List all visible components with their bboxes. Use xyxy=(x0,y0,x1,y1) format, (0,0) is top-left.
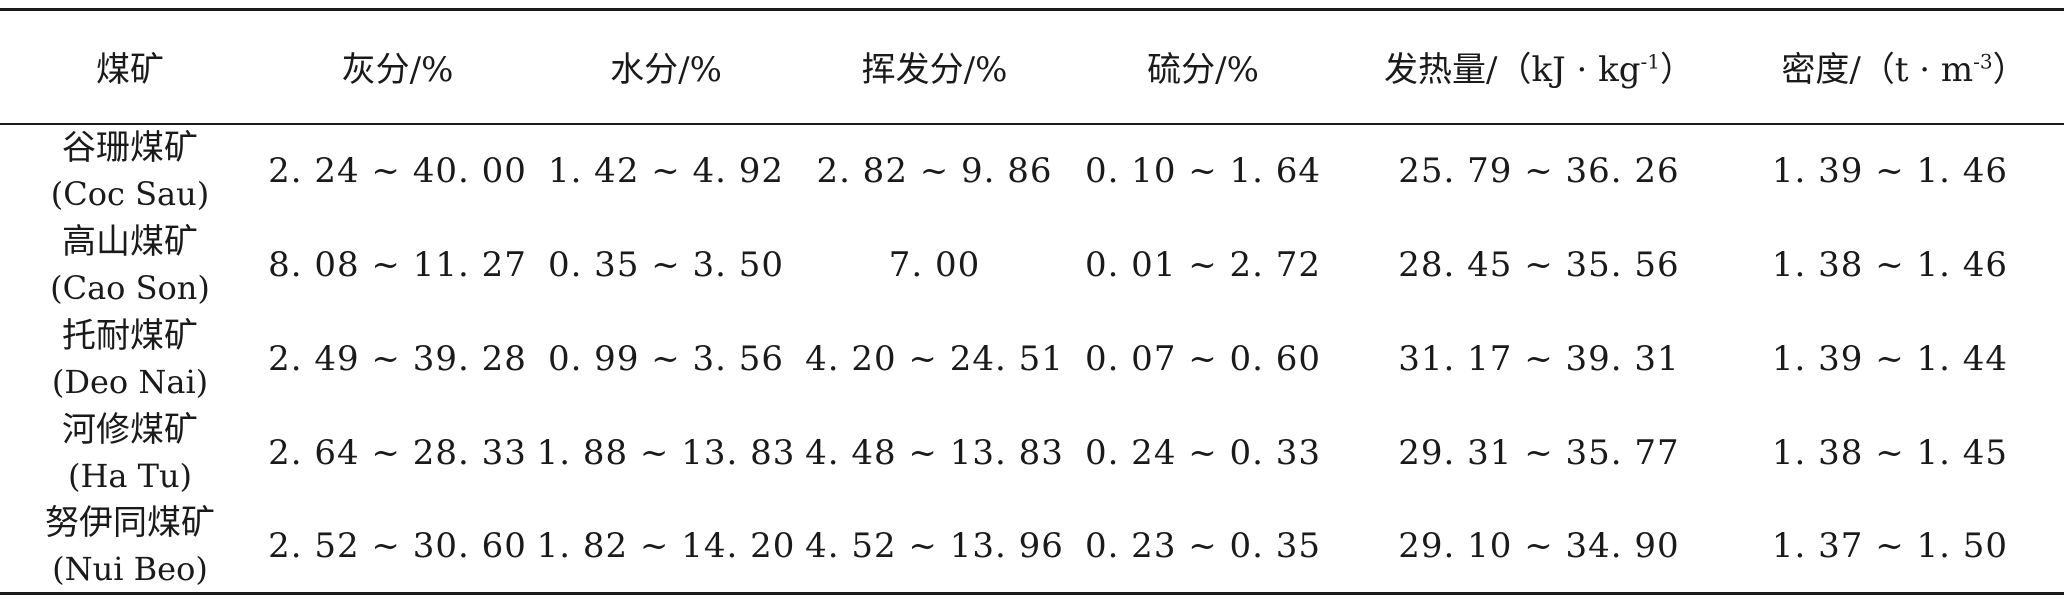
header-calorific-sup: -1 xyxy=(1640,49,1660,74)
cell-calorific: 29. 31 ~ 35. 77 xyxy=(1398,432,1680,473)
cell-ash: 2. 64 ~ 28. 33 xyxy=(268,432,527,473)
cell-density: 1. 38 ~ 1. 46 xyxy=(1771,244,2008,285)
cell-density: 1. 38 ~ 1. 45 xyxy=(1771,432,2008,473)
cell-sulfur: 0. 23 ~ 0. 35 xyxy=(1084,525,1322,566)
cell-mine: 托耐煤矿 (Deo Nai) xyxy=(0,312,260,406)
cell-density: 1. 39 ~ 1. 46 xyxy=(1771,151,2008,191)
cell-ash: 8. 08 ~ 11. 27 xyxy=(268,244,527,285)
cell-ash: 2. 24 ~ 40. 00 xyxy=(268,151,527,191)
cell-volatile: 4. 52 ~ 13. 96 xyxy=(805,525,1064,566)
mine-name-en: (Cao Son) xyxy=(50,268,210,307)
cell-moisture: 1. 88 ~ 13. 83 xyxy=(536,432,796,473)
mine-name-cn: 高山煤矿 xyxy=(62,221,198,262)
cell-density: 1. 37 ~ 1. 50 xyxy=(1771,525,2008,566)
cell-volatile: 2. 82 ~ 9. 86 xyxy=(816,151,1053,191)
table-row: 谷珊煤矿 (Coc Sau) 2. 24 ~ 40. 00 1. 42 ~ 4. … xyxy=(0,124,2064,218)
cell-sulfur: 0. 07 ~ 0. 60 xyxy=(1084,338,1322,379)
table-body: 谷珊煤矿 (Coc Sau) 2. 24 ~ 40. 00 1. 42 ~ 4. … xyxy=(0,124,2064,594)
cell-moisture: 0. 99 ~ 3. 56 xyxy=(547,338,785,379)
cell-sulfur: 0. 10 ~ 1. 64 xyxy=(1084,151,1322,191)
table-row: 托耐煤矿 (Deo Nai) 2. 49 ~ 39. 28 0. 99 ~ 3. … xyxy=(0,312,2064,406)
mine-name-en: (Deo Nai) xyxy=(51,362,209,401)
cell-volatile: 7. 00 xyxy=(888,244,981,285)
cell-sulfur: 0. 24 ~ 0. 33 xyxy=(1084,432,1322,473)
header-density-end: ） xyxy=(1992,50,2027,91)
mine-name-en: (Ha Tu) xyxy=(67,456,193,495)
cell-ash: 2. 49 ~ 39. 28 xyxy=(268,338,527,379)
header-sulfur: 硫分/% xyxy=(1147,50,1259,91)
cell-calorific: 25. 79 ~ 36. 26 xyxy=(1398,151,1680,191)
header-density: 密度/（t · m-3） xyxy=(1744,10,2064,124)
cell-moisture: 1. 42 ~ 4. 92 xyxy=(547,151,785,191)
header-volatile: 挥发分/% xyxy=(861,50,1008,91)
header-calorific-end: ） xyxy=(1659,50,1694,91)
mine-name-en: (Coc Sau) xyxy=(50,175,210,213)
cell-ash: 2. 52 ~ 30. 60 xyxy=(268,525,527,566)
cell-mine: 河修煤矿 (Ha Tu) xyxy=(0,406,260,500)
cell-volatile: 4. 48 ~ 13. 83 xyxy=(805,432,1064,473)
cell-moisture: 0. 35 ~ 3. 50 xyxy=(547,244,785,285)
cell-volatile: 4. 20 ~ 24. 51 xyxy=(805,338,1064,379)
header-density-sup: -3 xyxy=(1973,49,1993,74)
cell-calorific: 29. 10 ~ 34. 90 xyxy=(1398,525,1680,566)
header-ash: 灰分/% xyxy=(341,50,454,91)
cell-calorific: 31. 17 ~ 39. 31 xyxy=(1398,338,1680,379)
mine-name-cn: 努伊同煤矿 xyxy=(45,502,215,543)
header-mine: 煤矿 xyxy=(96,50,164,91)
table-row: 努伊同煤矿 (Nui Beo) 2. 52 ~ 30. 60 1. 82 ~ 14… xyxy=(0,500,2064,594)
mine-name-cn: 谷珊煤矿 xyxy=(62,128,198,168)
header-row: 煤矿 灰分/% 水分/% 挥发分/% 硫分/% 发热量/（kJ · kg-1） … xyxy=(0,9,2064,124)
table-header: 煤矿 灰分/% 水分/% 挥发分/% 硫分/% 发热量/（kJ · kg-1） … xyxy=(0,9,2064,124)
mine-name-cn: 河修煤矿 xyxy=(62,409,198,450)
cell-mine: 高山煤矿 (Cao Son) xyxy=(0,218,260,312)
table-row: 高山煤矿 (Cao Son) 8. 08 ~ 11. 27 0. 35 ~ 3. … xyxy=(0,218,2064,312)
table-row: 河修煤矿 (Ha Tu) 2. 64 ~ 28. 33 1. 88 ~ 13. 8… xyxy=(0,406,2064,500)
cell-calorific: 28. 45 ~ 35. 56 xyxy=(1398,244,1680,285)
cell-sulfur: 0. 01 ~ 2. 72 xyxy=(1084,244,1322,285)
mine-name-cn: 托耐煤矿 xyxy=(62,315,198,356)
header-density-label: 密度/（t · m xyxy=(1781,50,1974,91)
header-calorific-label: 发热量/（kJ · kg xyxy=(1384,50,1641,91)
mine-name-en: (Nui Beo) xyxy=(52,549,208,588)
header-calorific: 发热量/（kJ · kg-1） xyxy=(1334,10,1744,124)
coal-quality-table: 煤矿 灰分/% 水分/% 挥发分/% 硫分/% 发热量/（kJ · kg-1） … xyxy=(0,8,2064,595)
header-moisture: 水分/% xyxy=(610,50,722,91)
cell-density: 1. 39 ~ 1. 44 xyxy=(1771,338,2008,379)
cell-moisture: 1. 82 ~ 14. 20 xyxy=(536,525,796,566)
cell-mine: 努伊同煤矿 (Nui Beo) xyxy=(0,500,260,594)
cell-mine: 谷珊煤矿 (Coc Sau) xyxy=(0,124,260,218)
